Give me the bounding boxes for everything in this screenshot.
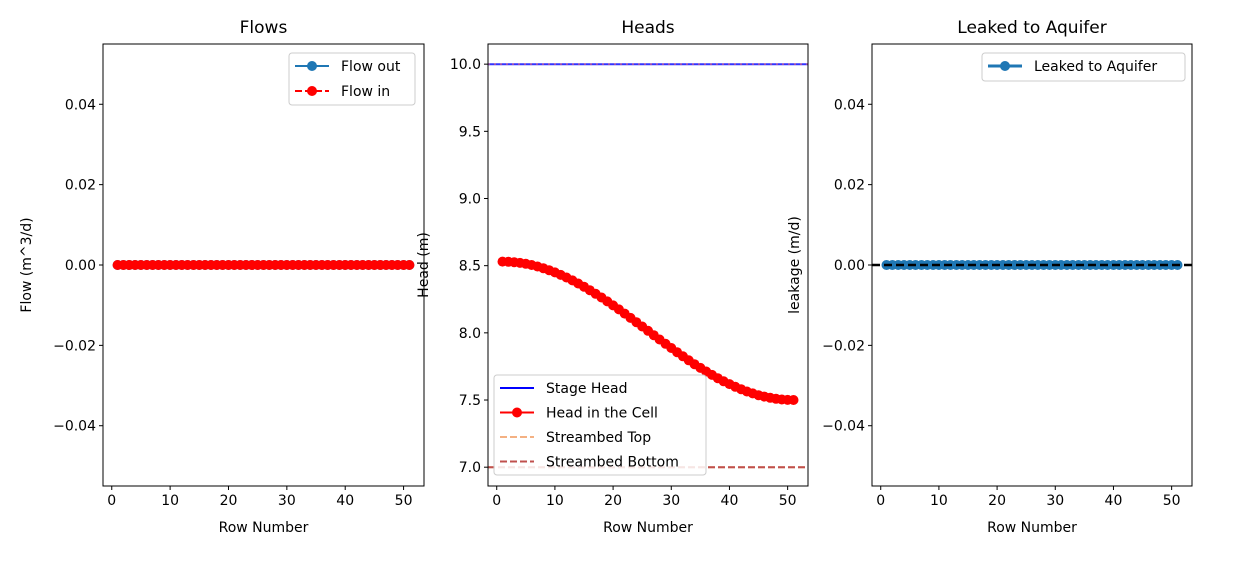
y-axis-label: Flow (m^3/d) bbox=[19, 217, 35, 312]
legend: Flow out Flow in bbox=[288, 52, 416, 106]
x-tick-label: 50 bbox=[395, 493, 413, 509]
x-tick-label: 20 bbox=[604, 493, 622, 509]
y-tick-label: −0.04 bbox=[822, 419, 865, 435]
legend-label: Flow in bbox=[341, 84, 390, 100]
y-tick-label: 0.00 bbox=[834, 258, 865, 274]
x-tick-label: 50 bbox=[779, 493, 797, 509]
axes-frame bbox=[487, 43, 809, 487]
y-tick-label: 0.02 bbox=[834, 178, 865, 194]
y-tick-label: 0.04 bbox=[65, 97, 96, 113]
y-tick-label: −0.02 bbox=[53, 338, 96, 354]
y-axis-label: leakage (m/d) bbox=[787, 216, 803, 314]
y-tick-label: −0.02 bbox=[822, 338, 865, 354]
legend-marker bbox=[1000, 61, 1010, 71]
x-tick-label: 10 bbox=[161, 493, 179, 509]
legend-label: Streambed Bottom bbox=[546, 455, 679, 471]
x-tick-label: 30 bbox=[278, 493, 296, 509]
legend: Leaked to Aquifer bbox=[981, 52, 1186, 82]
legend-label: Streambed Top bbox=[546, 430, 651, 446]
y-tick-label: 9.5 bbox=[459, 124, 481, 140]
y-tick-label: 10.0 bbox=[450, 57, 481, 73]
x-tick-label: 50 bbox=[1163, 493, 1181, 509]
legend: Stage Head Head in the Cell Streambed Top S… bbox=[493, 374, 707, 476]
x-axis-label: Row Number bbox=[219, 520, 309, 536]
legend-label: Head in the Cell bbox=[546, 406, 658, 422]
chart-title: Leaked to Aquifer bbox=[957, 18, 1106, 38]
y-tick-label: 7.5 bbox=[459, 393, 481, 409]
x-tick-label: 30 bbox=[662, 493, 680, 509]
data-point bbox=[404, 260, 415, 270]
x-tick-label: 20 bbox=[988, 493, 1006, 509]
x-tick-label: 40 bbox=[721, 493, 739, 509]
legend-box bbox=[981, 52, 1186, 82]
y-tick-label: 7.0 bbox=[459, 460, 481, 476]
y-tick-label: 9.0 bbox=[459, 191, 481, 207]
chart-3: Leaked to Aquifer 0 10 20 30 40 50 −0.04 −0.02 0.… bbox=[787, 18, 1193, 536]
x-tick-label: 10 bbox=[930, 493, 948, 509]
axes-frame bbox=[871, 43, 1193, 487]
plot-area bbox=[112, 260, 415, 270]
x-tick-label: 10 bbox=[546, 493, 564, 509]
x-tick-label: 40 bbox=[1105, 493, 1123, 509]
chart-title: Flows bbox=[240, 18, 288, 38]
x-tick-label: 30 bbox=[1046, 493, 1064, 509]
y-tick-label: 0.02 bbox=[65, 178, 96, 194]
chart-1: Flows 0 10 20 30 40 50 −0.04 −0.02 0.00 0.02 0.04 Ro… bbox=[19, 18, 425, 536]
x-axis-label: Row Number bbox=[603, 520, 693, 536]
legend-label: Leaked to Aquifer bbox=[1034, 59, 1157, 75]
plot-area bbox=[872, 260, 1192, 270]
legend-label: Flow out bbox=[341, 59, 401, 75]
chart-title: Heads bbox=[621, 18, 674, 38]
legend-marker bbox=[307, 61, 317, 71]
y-axis-label: Head (m) bbox=[416, 232, 432, 298]
legend-box bbox=[493, 374, 707, 476]
y-tick-label: −0.04 bbox=[53, 419, 96, 435]
data-point bbox=[788, 395, 799, 405]
legend-label: Stage Head bbox=[546, 381, 628, 397]
x-axis-label: Row Number bbox=[987, 520, 1077, 536]
legend-marker bbox=[307, 86, 317, 96]
x-tick-label: 0 bbox=[107, 493, 116, 509]
x-tick-label: 0 bbox=[492, 493, 501, 509]
x-tick-label: 20 bbox=[220, 493, 238, 509]
x-tick-label: 40 bbox=[336, 493, 354, 509]
y-tick-label: 0.04 bbox=[834, 97, 865, 113]
y-tick-label: 8.5 bbox=[459, 259, 481, 275]
axes-frame bbox=[102, 43, 425, 487]
y-tick-label: 0.00 bbox=[65, 258, 96, 274]
chart-2: Heads 0 10 20 30 40 50 7.0 7.5 8.0 8.5 9.0 9.5 10.0 Ro… bbox=[416, 18, 809, 536]
legend-marker bbox=[512, 407, 522, 418]
x-tick-label: 0 bbox=[876, 493, 885, 509]
y-tick-label: 8.0 bbox=[459, 326, 481, 342]
